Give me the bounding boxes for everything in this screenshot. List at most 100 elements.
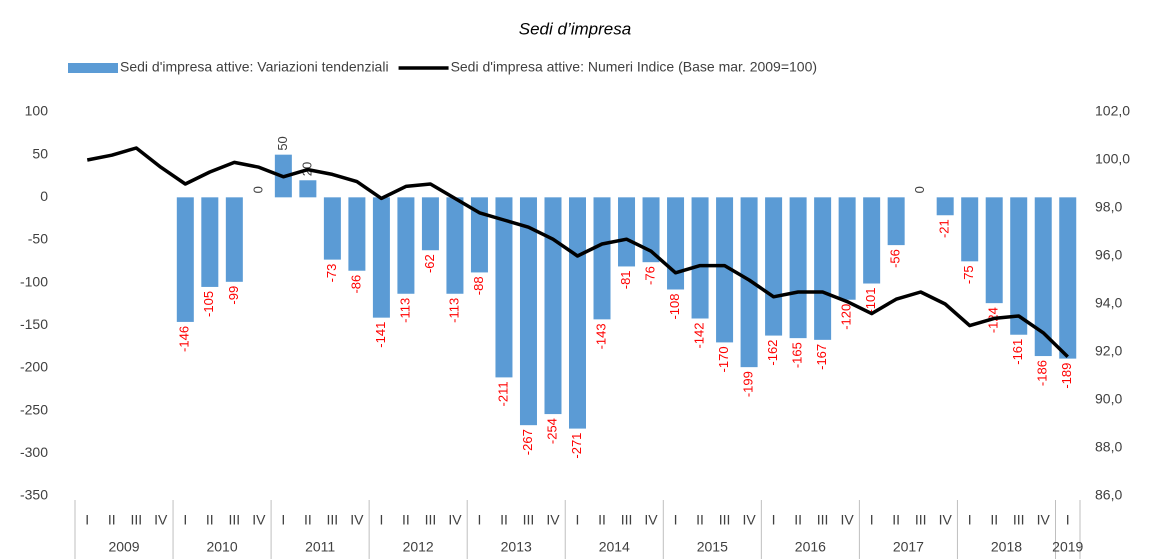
x-tick-label: IV <box>154 512 168 528</box>
x-tick-label: I <box>478 512 482 528</box>
year-label: 2009 <box>108 539 139 555</box>
x-tick-label: II <box>990 512 998 528</box>
y2-tick-label: 100,0 <box>1095 151 1130 167</box>
x-tick-label: III <box>1013 512 1025 528</box>
data-label: -267 <box>520 429 535 455</box>
x-tick-label: II <box>892 512 900 528</box>
y-tick-label: -150 <box>20 316 48 332</box>
data-label: -21 <box>937 219 952 238</box>
y-tick-label: -50 <box>28 231 48 247</box>
y-tick-label: 50 <box>32 145 48 161</box>
bar <box>225 197 243 282</box>
data-label: 0 <box>912 186 927 193</box>
bar <box>1034 197 1052 357</box>
data-label: -105 <box>201 291 216 317</box>
data-label: -73 <box>324 264 339 283</box>
data-label: -211 <box>495 381 510 406</box>
bar <box>1010 197 1028 335</box>
x-tick-label: III <box>817 512 829 528</box>
year-label: 2011 <box>305 539 335 555</box>
data-label: -88 <box>471 276 486 295</box>
data-label: -141 <box>373 322 388 348</box>
y-tick-label: 0 <box>40 188 48 204</box>
y2-tick-label: 96,0 <box>1095 247 1122 263</box>
year-label: 2018 <box>991 539 1022 555</box>
x-tick-label: III <box>621 512 633 528</box>
x-tick-label: I <box>576 512 580 528</box>
line <box>86 146 1069 359</box>
x-tick-label: III <box>327 512 339 528</box>
bar <box>961 197 979 262</box>
data-label: -62 <box>422 254 437 273</box>
y-tick-label: -350 <box>20 487 48 503</box>
year-label: 2015 <box>697 539 728 555</box>
x-tick-label: IV <box>742 512 756 528</box>
x-tick-label: I <box>183 512 187 528</box>
data-label: -162 <box>765 340 780 366</box>
x-tick-label: II <box>402 512 410 528</box>
y-tick-label: 100 <box>25 103 49 119</box>
x-tick-label: III <box>130 512 142 528</box>
data-label: -199 <box>741 371 756 397</box>
data-label: -186 <box>1035 360 1050 386</box>
legend-label: Sedi d'impresa attive: Variazioni tenden… <box>120 59 389 75</box>
bar <box>667 197 685 290</box>
x-tick-label: II <box>500 512 508 528</box>
bar <box>618 197 636 267</box>
bar <box>765 197 783 336</box>
bar <box>814 197 832 340</box>
data-label: -56 <box>888 249 903 268</box>
x-tick-label: II <box>108 512 116 528</box>
bar <box>740 197 758 368</box>
y2-tick-label: 92,0 <box>1095 343 1122 359</box>
year-label: 2012 <box>403 539 434 555</box>
x-tick-label: I <box>674 512 678 528</box>
x-tick-label: IV <box>841 512 855 528</box>
x-tick-label: IV <box>350 512 364 528</box>
x-tick-label: I <box>1066 512 1070 528</box>
y2-tick-label: 94,0 <box>1095 295 1122 311</box>
y2-tick-label: 86,0 <box>1095 487 1122 503</box>
bar <box>495 197 513 378</box>
bar <box>348 197 366 271</box>
y2-tick-label: 88,0 <box>1095 439 1122 455</box>
data-label: -165 <box>790 342 805 368</box>
x-tick-label: II <box>598 512 606 528</box>
bar <box>716 197 734 343</box>
y2-tick-label: 98,0 <box>1095 199 1122 215</box>
x-tick-label: III <box>719 512 731 528</box>
bar <box>372 197 390 318</box>
data-label: -101 <box>863 288 878 314</box>
bar <box>642 197 660 263</box>
bar <box>519 197 537 426</box>
bar <box>569 197 586 429</box>
data-label: -81 <box>618 270 633 289</box>
data-label: -161 <box>1010 339 1025 365</box>
y-tick-label: -100 <box>20 273 48 289</box>
x-tick-label: I <box>870 512 874 528</box>
x-tick-label: IV <box>252 512 266 528</box>
bar <box>691 197 709 319</box>
data-label: -120 <box>839 304 854 330</box>
year-label: 2019 <box>1052 539 1083 555</box>
year-label: 2014 <box>599 539 630 555</box>
bar <box>789 197 807 339</box>
bar <box>397 197 415 294</box>
y-tick-label: -250 <box>20 401 48 417</box>
bar <box>470 197 488 273</box>
data-label: -86 <box>348 275 363 294</box>
x-tick-label: I <box>281 512 285 528</box>
y-tick-label: -200 <box>20 359 48 375</box>
x-tick-label: III <box>228 512 240 528</box>
bar <box>936 197 954 216</box>
bar <box>838 197 856 300</box>
bar <box>299 180 317 198</box>
data-label: -113 <box>446 298 461 323</box>
x-tick-label: II <box>206 512 214 528</box>
x-tick-label: III <box>523 512 535 528</box>
data-label: 0 <box>250 186 265 193</box>
year-label: 2016 <box>795 539 826 555</box>
chart-title: Sedi d’impresa <box>519 19 631 38</box>
y-tick-label: -300 <box>20 444 48 460</box>
y2-tick-label: 102,0 <box>1095 103 1130 119</box>
